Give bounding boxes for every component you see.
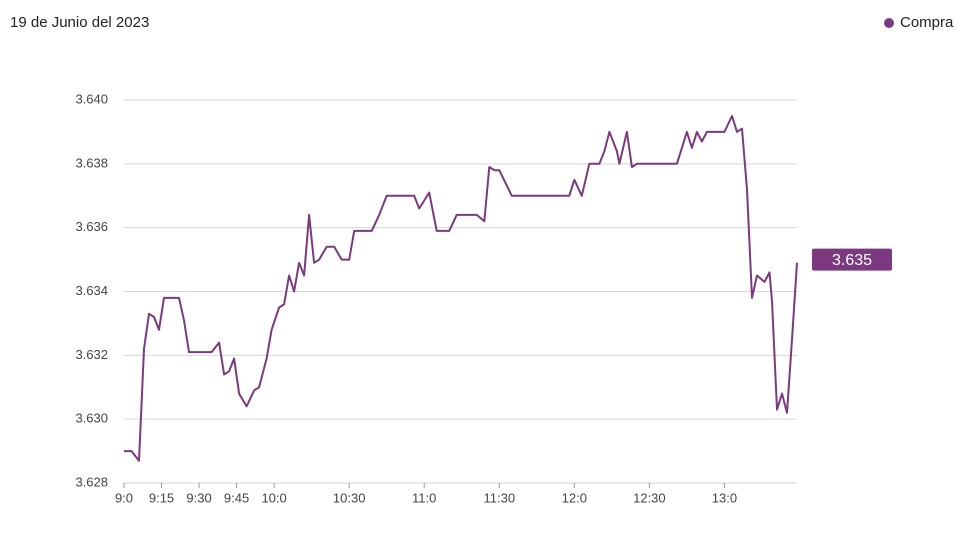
y-tick-label: 3.634: [75, 283, 108, 298]
legend-label: Compra: [900, 14, 954, 31]
y-tick-label: 3.638: [75, 155, 108, 170]
x-tick-label: 12:0: [562, 490, 587, 505]
x-tick-label: 11:0: [412, 490, 436, 505]
value-badge-label: 3.635: [832, 252, 872, 269]
x-tick-label: 12:30: [633, 490, 666, 505]
y-tick-label: 3.640: [75, 91, 108, 106]
x-tick-label: 9:15: [149, 490, 174, 505]
legend-marker: [884, 18, 894, 28]
x-tick-label: 11:30: [483, 490, 515, 505]
x-tick-label: 9:0: [115, 490, 133, 505]
y-tick-label: 3.628: [75, 474, 108, 489]
y-tick-label: 3.630: [75, 411, 108, 426]
line: [124, 115, 798, 462]
chart-title: 19 de Junio del 2023: [10, 14, 149, 31]
value-badge: [812, 248, 892, 271]
y-tick-label: 3.636: [75, 219, 108, 234]
y-tick-label: 3.632: [75, 347, 108, 362]
x-tick-label: 13:0: [712, 490, 737, 505]
x-tick-label: 10:0: [261, 490, 286, 505]
x-tick-label: 9:45: [224, 490, 249, 505]
x-tick-label: 10:30: [333, 490, 366, 505]
x-tick-label: 9:30: [186, 490, 211, 505]
